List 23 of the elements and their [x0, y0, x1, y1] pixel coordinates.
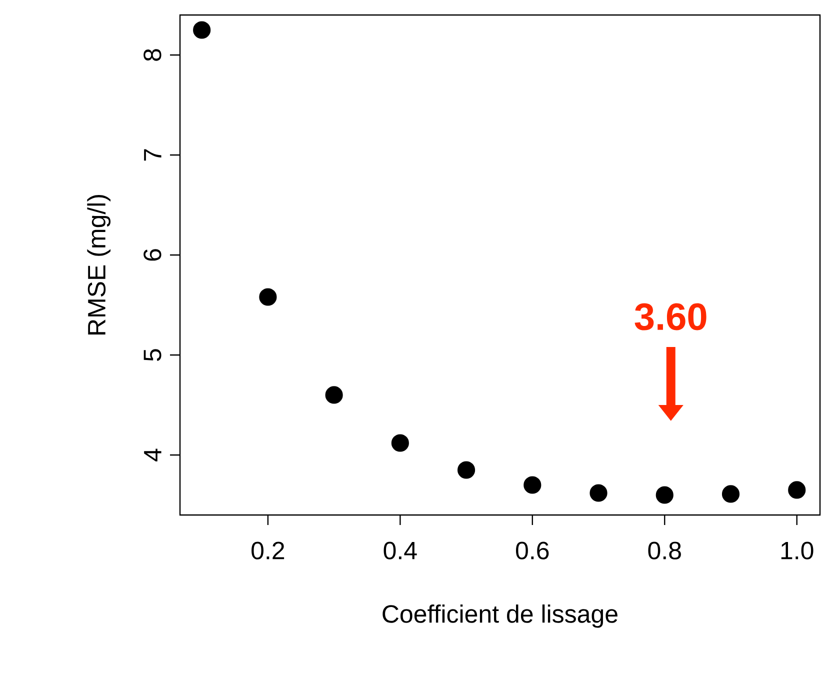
- annotation: 3.60: [634, 303, 706, 330]
- point: [259, 288, 277, 306]
- point: [656, 486, 674, 504]
- point: [722, 485, 740, 503]
- point: [590, 484, 608, 502]
- point: [391, 434, 409, 452]
- y-axis-title: RMSE (mg/l): [87, 195, 110, 334]
- point: [193, 21, 211, 39]
- x-tick-label: 0.4: [384, 542, 417, 560]
- point: [788, 481, 806, 499]
- x-tick-label: 0.6: [516, 542, 549, 560]
- y-tick-label: 4: [144, 448, 162, 462]
- x-tick-label: 0.2: [252, 542, 284, 560]
- y-tick-label: 7: [144, 149, 162, 161]
- y-tick-label: 5: [144, 349, 162, 361]
- x-axis-title: Coefficient de lissage: [382, 604, 618, 628]
- point: [457, 461, 476, 479]
- x-tick-label: 0.8: [648, 542, 681, 560]
- point: [325, 386, 343, 404]
- y-tick-label: 8: [144, 49, 162, 61]
- point: [524, 476, 542, 494]
- x-tick-label: 1.0: [781, 542, 814, 560]
- y-tick-label: 6: [144, 249, 162, 261]
